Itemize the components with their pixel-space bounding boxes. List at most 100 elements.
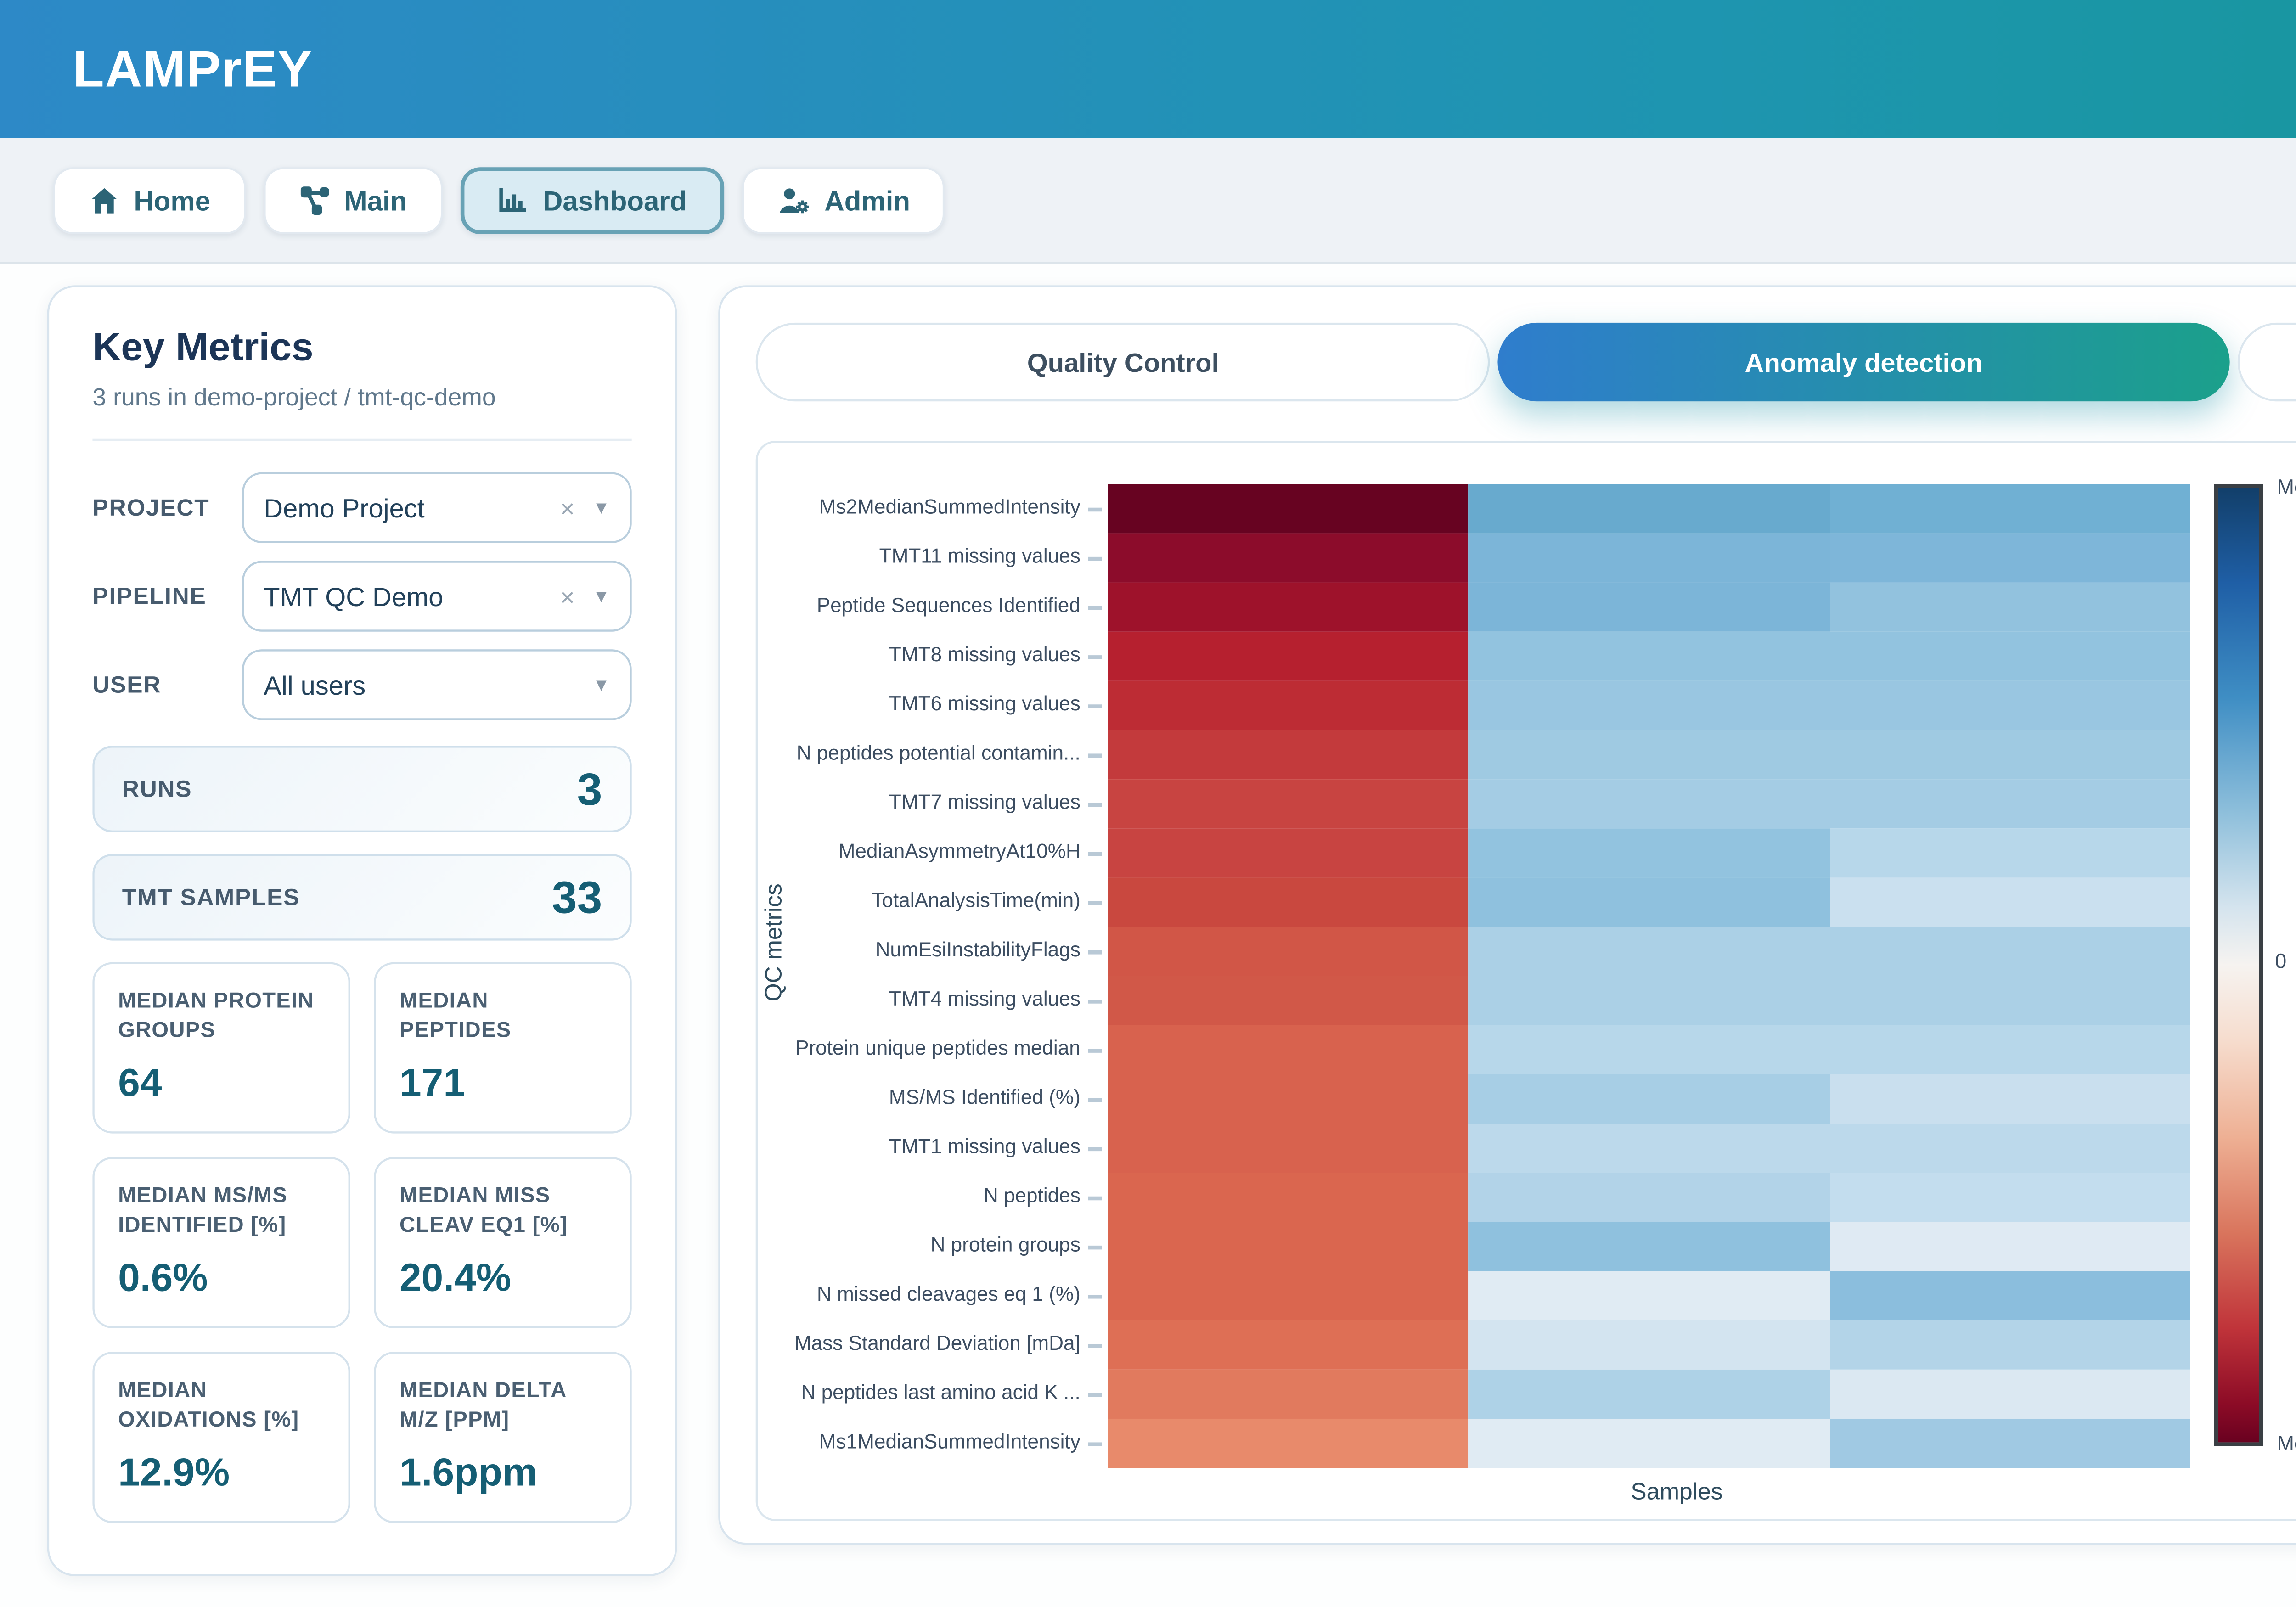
filter-label: PIPELINE [92,582,207,610]
heatmap-row: TotalAnalysisTime(min) [777,877,2190,927]
heatmap-row: N protein groups [777,1222,2190,1271]
key-metrics-panel: Key Metrics 3 runs in demo-project / tmt… [47,285,677,1576]
stat-card-median-peptides: MEDIAN PEPTIDES 171 [374,962,632,1134]
heatmap-row: Ms1MedianSummedIntensity [777,1418,2190,1468]
qc-metric-label: TMT8 missing values [889,645,1080,667]
clear-icon[interactable]: × [560,581,575,611]
heatmap-cell [1108,1173,1469,1222]
heatmap-row-cells [1108,730,2190,780]
heatmap-row: Protein unique peptides median [777,1025,2190,1074]
chevron-down-icon: ▼ [592,498,610,518]
stat-value: 171 [399,1062,466,1106]
selected-value: TMT QC Demo [264,581,444,611]
heatmap-cell [1108,877,1469,927]
stat-label: MEDIAN OXIDATIONS [%] [118,1379,299,1433]
runs-summary: 3 runs in demo-project / tmt-qc-demo [92,383,496,411]
nav-button-home[interactable]: Home [53,166,246,233]
axis-tick [1088,1146,1102,1150]
nav-button-main[interactable]: Main [263,166,443,233]
nav-button-label: Home [134,184,211,216]
axis-tick [1088,703,1102,708]
heatmap-cell [1829,877,2190,927]
heatmap-cell [1108,730,1469,780]
axis-tick [1088,1097,1102,1101]
tab-anomaly-detection[interactable]: Anomaly detection [1498,322,2229,402]
qc-metric-label: N missed cleavages eq 1 (%) [816,1285,1080,1307]
heatmap-cell [1469,1271,1829,1320]
stat-value: 1.6ppm [399,1451,538,1495]
nav-button-admin[interactable]: Admin [742,166,946,233]
filter-row: USER All users ▼ [92,649,632,720]
heatmap-cell [1108,680,1469,730]
qc-metric-label: Protein unique peptides median [795,1039,1080,1061]
heatmap-cell [1469,1124,1829,1173]
heatmap-cell [1829,1320,2190,1370]
qc-metric-label: N peptides potential contamin... [796,743,1080,766]
qc-metric-label: Ms1MedianSummedIntensity [819,1432,1080,1455]
heatmap-plot[interactable]: Ms2MedianSummedIntensity TMT11 missing va… [777,484,2190,1468]
stat-card-median-oxidations-: MEDIAN OXIDATIONS [%] 12.9% [92,1352,350,1523]
heatmap-cell [1829,828,2190,878]
heatmap-cell [1469,680,1829,730]
heatmap-row: TMT1 missing values [777,1124,2190,1173]
axis-tick [1088,1343,1102,1347]
stat-card-median-delta-m-z-ppm-: MEDIAN DELTA M/Z [PPM] 1.6ppm [374,1352,632,1523]
heatmap-cell [1829,976,2190,1025]
tab-protein-explorer[interactable]: Protein Explorer [2237,322,2296,402]
qc-metric-label: MS/MS Identified (%) [889,1088,1080,1110]
heatmap-cell [1829,484,2190,534]
heatmap-row-cells [1108,1124,2190,1173]
heatmap-cell [1108,1369,1469,1419]
home-icon [89,184,120,216]
app-logo: LAMPrEY [73,39,313,99]
heatmap-row: N missed cleavages eq 1 (%) [777,1271,2190,1320]
stat-value: 20.4% [399,1257,512,1300]
heatmap-cell [1469,927,1829,976]
heatmap-cell [1829,1173,2190,1222]
heatmap-cell [1108,976,1469,1025]
heatmap-cell [1829,779,2190,829]
page-title: Key Metrics [92,326,314,370]
heatmap-cell [1469,1173,1829,1222]
pipeline-select[interactable]: TMT QC Demo × ▼ [242,561,632,632]
heatmap-cell [1829,680,2190,730]
heatmap-row-cells [1108,828,2190,878]
tab-quality-control[interactable]: Quality Control [755,322,1491,402]
axis-tick [1088,1293,1102,1298]
heatmap-row-cells [1108,484,2190,534]
heatmap-cell [1469,582,1829,632]
qc-metric-label: N protein groups [930,1236,1080,1258]
stat-value: 64 [118,1062,162,1106]
heatmap-cell [1108,1320,1469,1370]
user-select[interactable]: All users ▼ [242,649,632,720]
heatmap-row: Peptide Sequences Identified [777,582,2190,632]
qc-metric-label: N peptides last amino acid K ... [801,1383,1080,1405]
clear-icon[interactable]: × [560,493,575,523]
qc-metric-label: Ms2MedianSummedIntensity [819,498,1080,520]
heatmap-cell [1829,1025,2190,1074]
heatmap-cell [1469,1025,1829,1074]
divider [92,438,632,441]
heatmap-row-cells [1108,779,2190,829]
axis-tick [1088,506,1102,511]
heatmap-row: N peptides [777,1173,2190,1222]
stat-card-tmt-samples: TMT SAMPLES 33 [92,854,632,941]
nav-bar: Home Main Dashboard Admin [0,137,2296,264]
bar-chart-icon [497,184,529,216]
nav-button-dashboard[interactable]: Dashboard [460,166,724,233]
stat-label: MEDIAN MISS CLEAV EQ1 [%] [399,1184,568,1239]
chevron-down-icon: ▼ [592,674,610,695]
heatmap-cell [1469,730,1829,780]
heatmap-row-cells [1108,1320,2190,1370]
stat-value: 3 [577,762,602,814]
heatmap-cell [1829,927,2190,976]
heatmap-cell [1108,1074,1469,1124]
sitemap-icon [299,184,331,216]
heatmap-row-cells [1108,976,2190,1025]
stat-card-median-miss-cleav-eq1-: MEDIAN MISS CLEAV EQ1 [%] 20.4% [374,1157,632,1328]
project-select[interactable]: Demo Project × ▼ [242,472,632,543]
heatmap-cell [1108,1418,1469,1468]
filter-row: PROJECT Demo Project × ▼ [92,472,632,543]
axis-tick [1088,1195,1102,1200]
heatmap-cell [1829,631,2190,681]
